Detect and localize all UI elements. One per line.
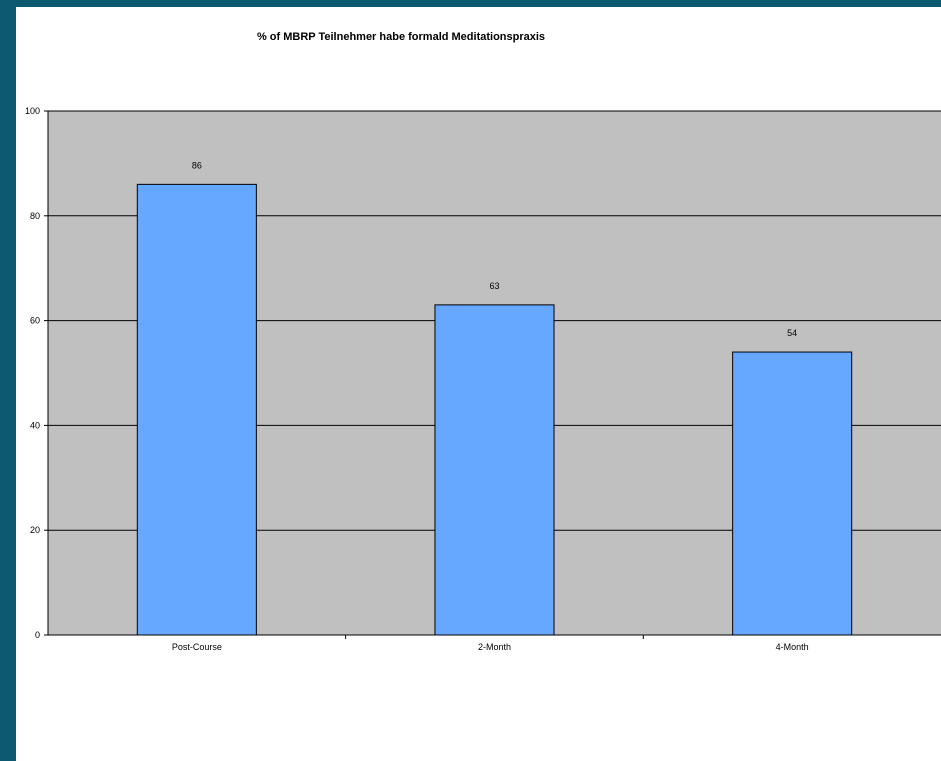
data-label: 86 <box>192 160 202 170</box>
bar-chart: 0 20 40 60 80 100 86 Post-Course 63 2-Month 54 4-Mo… <box>25 106 941 652</box>
x-tick-label: 4-Month <box>776 642 809 652</box>
y-tick-label: 100 <box>25 106 40 116</box>
y-tick-label: 0 <box>35 630 40 640</box>
x-tick-label: 2-Month <box>478 642 511 652</box>
data-label: 54 <box>787 328 797 338</box>
bar <box>434 304 555 636</box>
y-tick-label: 60 <box>30 316 40 326</box>
y-tick-label: 40 <box>30 420 40 430</box>
chart-title: % of MBRP Teilnehmer habe formald Medita… <box>256 31 546 43</box>
x-tick-label: Post-Course <box>172 642 222 652</box>
y-tick-label: 20 <box>30 525 40 535</box>
chart-frame: % of MBRP Teilnehmer habe formald Medita… <box>16 7 941 761</box>
data-label: 63 <box>489 281 499 291</box>
bar <box>136 183 257 636</box>
y-tick-label: 80 <box>30 211 40 221</box>
bar <box>732 351 853 636</box>
